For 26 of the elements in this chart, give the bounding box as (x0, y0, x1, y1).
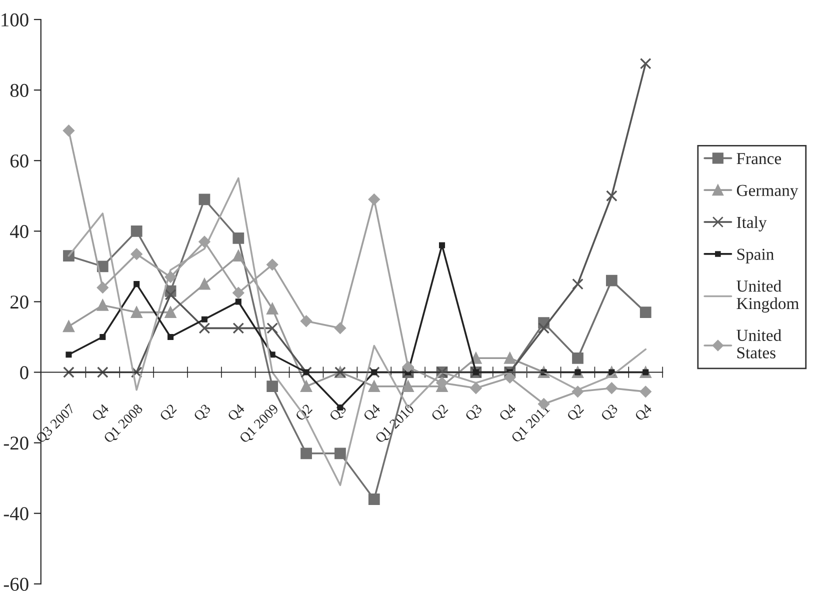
y-tick-label: 40 (10, 224, 28, 238)
x-tick-label: Q3 (464, 404, 484, 423)
y-tick-label: 20 (10, 296, 28, 309)
y-tick-label: 80 (10, 84, 28, 97)
x-tick-label: Q4 (362, 403, 382, 423)
y-tick-label: 0 (20, 366, 28, 380)
legend-label: United Kingdom (736, 280, 799, 313)
x-tick-label: Q3 (600, 404, 620, 423)
y-tick-label: -20 (4, 436, 28, 450)
y-tick-label: -60 (4, 578, 28, 591)
x-tick-label: Q3 (193, 404, 212, 423)
legend-label: France (736, 153, 782, 164)
y-tick-label: -40 (4, 507, 28, 520)
x-tick-label: Q4 (498, 403, 518, 423)
x-tick-label: Q4 (91, 403, 111, 423)
x-tick-label: Q2 (159, 404, 178, 423)
legend-label: United States (736, 329, 782, 358)
x-tick-label: Q2 (566, 404, 586, 423)
x-tick-label: Q4 (634, 403, 654, 423)
y-tick-label: 60 (10, 154, 28, 168)
y-tick-label: 100 (2, 13, 28, 26)
legend-label: Spain (737, 248, 774, 264)
x-tick-label: Q4 (227, 403, 247, 423)
legend-label: Italy (736, 216, 767, 232)
legend-label: Germany (736, 184, 798, 200)
x-tick-label: Q2 (430, 404, 450, 423)
